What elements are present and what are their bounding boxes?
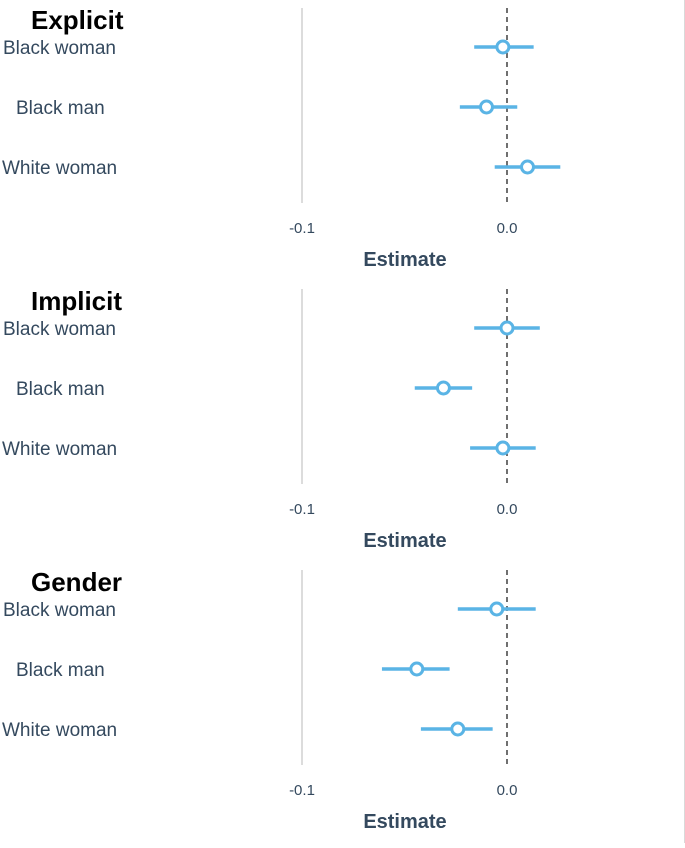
category-label: Black woman bbox=[3, 319, 116, 340]
category-label: Black man bbox=[16, 379, 105, 400]
panel-implicit: Implicit Black woman Black man White woman -… bbox=[2, 286, 540, 552]
category-label: Black man bbox=[16, 660, 105, 681]
x-tick-label: -0.1 bbox=[289, 220, 315, 237]
x-tick-label: -0.1 bbox=[289, 782, 315, 799]
category-label: White woman bbox=[2, 720, 117, 741]
x-axis-title: Estimate bbox=[363, 811, 446, 833]
panel-title: Implicit bbox=[31, 286, 122, 316]
category-label: Black woman bbox=[3, 600, 116, 621]
x-tick-label: -0.1 bbox=[289, 501, 315, 518]
x-tick-label: 0.0 bbox=[497, 220, 518, 237]
estimate-point bbox=[479, 99, 494, 115]
category-label: Black man bbox=[16, 98, 105, 119]
x-axis-title: Estimate bbox=[363, 530, 446, 552]
estimate-point bbox=[499, 320, 515, 336]
panel-title: Explicit bbox=[31, 5, 124, 35]
panel-title: Gender bbox=[31, 567, 122, 597]
category-label: White woman bbox=[2, 439, 117, 460]
estimate-point bbox=[520, 159, 535, 175]
x-tick-label: 0.0 bbox=[497, 782, 518, 799]
estimate-point bbox=[450, 721, 466, 737]
estimate-point bbox=[489, 601, 505, 617]
category-label: Black woman bbox=[3, 38, 116, 59]
estimate-point bbox=[495, 440, 511, 456]
estimate-point bbox=[435, 380, 451, 396]
estimate-point bbox=[495, 39, 511, 55]
x-axis-title: Estimate bbox=[363, 249, 446, 271]
panel-explicit: Explicit Black woman Black man White woman -… bbox=[2, 5, 561, 271]
x-tick-label: 0.0 bbox=[497, 501, 518, 518]
panel-gender: Gender Black woman Black man White woman -0.… bbox=[2, 567, 536, 833]
estimate-point bbox=[409, 661, 425, 677]
category-label: White woman bbox=[2, 158, 117, 179]
